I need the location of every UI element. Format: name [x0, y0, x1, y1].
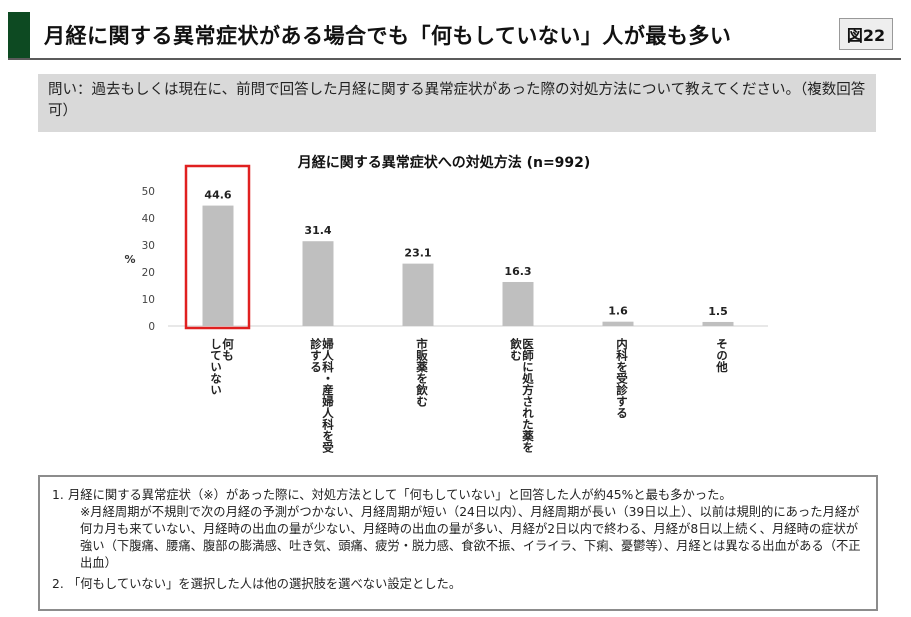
bar	[202, 205, 234, 326]
title-bar: 月経に関する異常症状がある場合でも「何もしていない」人が最も多い 図22	[8, 10, 901, 60]
y-tick-label: 50	[142, 186, 155, 198]
category-label: 医師に処方された薬を	[521, 338, 535, 454]
data-label: 1.5	[708, 305, 728, 318]
category-label: 市販薬を飲む	[415, 337, 429, 408]
note-item: 1. 月経に関する異常症状（※）があった際に、対処方法として「何もしていない」と…	[52, 487, 864, 572]
note-subtext: ※月経周期が不規則で次の月経の予測がつかない、月経周期が短い（24日以内）、月経…	[80, 505, 861, 570]
category-label: していない	[209, 338, 223, 396]
y-tick-label: 40	[142, 213, 155, 225]
chart-title: 月経に関する異常症状への対処方法 (n=992)	[297, 154, 591, 171]
page-title: 月経に関する異常症状がある場合でも「何もしていない」人が最も多い	[44, 24, 732, 48]
category-label: 内科を受診する	[615, 337, 629, 419]
question-box: 問い：過去もしくは現在に、前問で回答した月経に関する異常症状があった際の対処方法…	[38, 74, 876, 132]
bar-chart: 月経に関する異常症状への対処方法 (n=992)% 0 10 20 30 40 50 44.6…	[0, 140, 911, 470]
category-label: 何も	[221, 337, 235, 362]
category-label: その他	[715, 338, 729, 373]
data-label: 44.6	[204, 189, 231, 202]
figure-label-badge: 図22	[839, 18, 893, 50]
y-tick-label: 20	[142, 267, 155, 279]
data-label: 31.4	[304, 224, 331, 237]
chart-svg: 月経に関する異常症状への対処方法 (n=992)% 0 10 20 30 40 50 44.6…	[124, 154, 768, 454]
bar	[302, 241, 334, 326]
note-text: 「何もしていない」を選択した人は他の選択肢を選べない設定とした。	[68, 577, 462, 591]
notes-box: 1. 月経に関する異常症状（※）があった際に、対処方法として「何もしていない」と…	[38, 475, 878, 611]
note-number: 2.	[52, 577, 64, 591]
y-axis-label: %	[124, 253, 135, 266]
data-label: 23.1	[404, 247, 431, 260]
category-label: 婦人科・産婦人科を受	[321, 337, 335, 454]
data-label: 16.3	[504, 265, 531, 278]
note-text: 月経に関する異常症状（※）があった際に、対処方法として「何もしていない」と回答し…	[68, 488, 732, 502]
y-tick-label: 0	[148, 321, 155, 333]
bar	[402, 263, 434, 326]
title-accent-block	[8, 12, 30, 58]
category-label: 飲む	[509, 337, 523, 362]
y-tick-label: 10	[142, 294, 155, 306]
y-tick-label: 30	[142, 240, 155, 252]
bar	[502, 281, 534, 326]
category-label: 診する	[309, 337, 323, 373]
note-number: 1.	[52, 488, 64, 502]
note-item: 2. 「何もしていない」を選択した人は他の選択肢を選べない設定とした。	[52, 576, 864, 593]
bar	[602, 321, 634, 326]
highlight-box	[184, 164, 251, 330]
bar	[702, 321, 734, 326]
data-label: 1.6	[608, 305, 628, 318]
